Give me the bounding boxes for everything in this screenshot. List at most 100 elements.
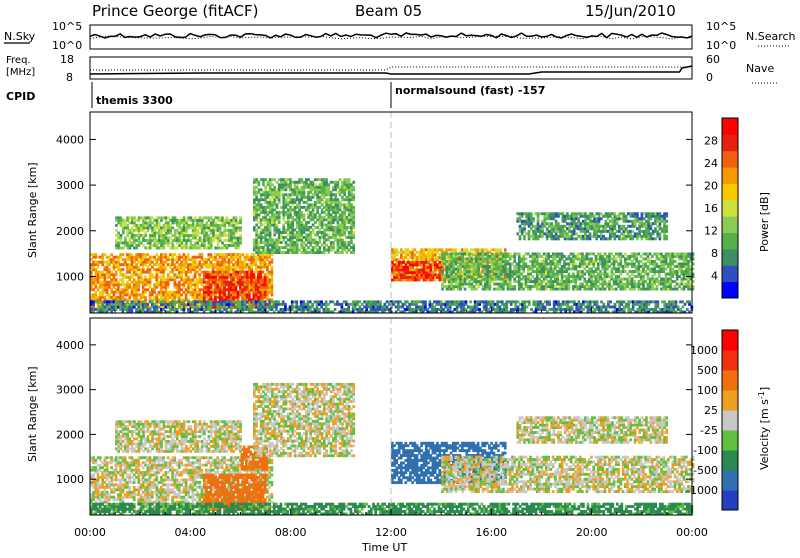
echo-cell [424,258,428,262]
echo-cell [657,280,661,284]
echo-cell [205,263,208,267]
echo-cell [180,226,184,230]
echo-cell [198,278,202,282]
echo-cell [227,260,231,264]
echo-cell [266,265,269,269]
echo-cell [325,180,328,184]
echo-cell [223,283,226,287]
echo-cell [255,190,258,194]
echo-cell [452,270,456,274]
echo-cell [305,238,308,242]
echo-cell [343,223,346,227]
echo-cell [538,255,541,258]
echo-cell [234,263,238,267]
echo-cell [612,260,616,263]
echo-cell [214,280,217,284]
echo-cell [270,283,274,287]
echo-cell [603,275,607,279]
echo-cell [236,280,240,284]
echo-cell [601,260,605,263]
echo-cell [270,260,274,264]
echo-cell [336,210,340,214]
echo-cell [234,253,238,257]
echo-cell [164,298,168,302]
echo-cell [263,265,267,269]
echo-cell [422,260,426,264]
echo-cell [209,288,213,292]
echo-cell [302,246,306,250]
echo-cell [162,285,165,289]
echo-cell [318,185,322,189]
echo-cell [211,255,215,259]
echo-cell [166,295,170,299]
echo-cell [404,260,408,264]
echo-cell [626,285,629,289]
echo-cell [594,267,598,271]
echo-cell [144,275,147,279]
echo-cell [142,228,145,232]
echo-cell [101,288,104,292]
echo-cell [173,218,177,222]
echo-cell [198,244,202,247]
echo-cell [101,285,104,289]
echo-cell [266,280,269,284]
echo-cell [94,285,98,289]
echo-cell [171,253,174,257]
echo-cell [305,183,308,187]
echo-cell [232,298,235,302]
echo-cell [275,215,279,219]
echo-cell [128,239,132,242]
echo-cell [117,216,120,220]
echo-cell [135,298,138,302]
echo-cell [126,258,129,262]
echo-cell [599,275,602,279]
echo-cell [121,275,125,279]
echo-cell [441,270,444,274]
echo-cell [236,295,240,299]
echo-cell [660,287,663,291]
echo-cell [513,257,517,261]
echo-cell [182,231,186,235]
echo-cell [619,277,623,281]
echo-cell [329,213,333,217]
echo-cell [502,260,505,263]
echo-cell [533,285,537,289]
echo-cell [228,239,231,242]
echo-cell [443,285,447,289]
echo-cell [103,253,107,257]
echo-cell [250,278,253,282]
echo-cell [117,265,120,269]
echo-cell [445,265,449,268]
echo-cell [563,267,566,271]
echo-cell [479,255,483,258]
echo-cell [171,275,174,279]
echo-cell [590,262,593,266]
echo-cell [151,265,154,269]
echo-cell [468,275,471,279]
echo-cell [162,305,165,309]
echo-cell [178,236,181,240]
echo-cell [646,277,650,281]
echo-cell [424,263,428,267]
echo-cell [268,210,272,214]
echo-cell [232,275,235,279]
echo-cell [239,258,242,262]
echo-cell [300,195,304,199]
echo-cell [225,298,229,302]
echo-cell [241,253,244,257]
echo-cell [558,267,562,271]
echo-cell [130,260,134,264]
echo-cell [90,278,93,282]
echo-cell [422,265,426,269]
echo-cell [332,210,335,214]
echo-cell [225,218,229,222]
echo-cell [286,243,290,247]
echo-cell [475,287,478,291]
echo-cell [325,183,328,187]
echo-cell [189,241,193,245]
echo-cell [563,265,566,268]
cpid-label: CPID [6,90,35,103]
echo-cell [578,262,582,266]
echo-cell [234,226,238,230]
echo-cell [196,241,200,245]
